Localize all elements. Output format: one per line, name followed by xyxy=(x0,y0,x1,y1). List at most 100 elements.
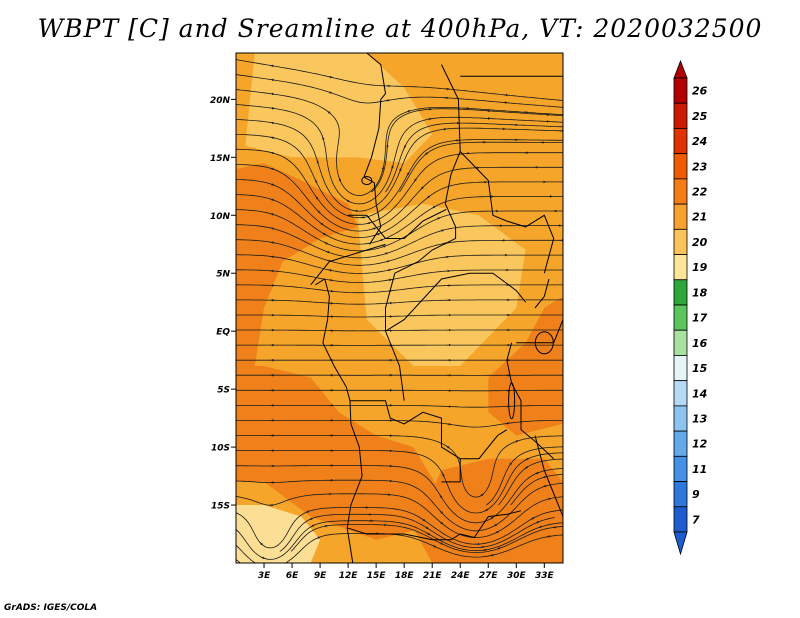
streamline xyxy=(236,435,563,498)
streamline-arrow xyxy=(489,516,494,520)
streamline-arrow xyxy=(322,232,327,236)
map-frame xyxy=(235,52,564,564)
streamline-arrow xyxy=(427,117,433,121)
lon-tick-label: 15E xyxy=(367,571,387,581)
streamline xyxy=(236,269,563,283)
lon-tick-label: 9E xyxy=(314,571,327,581)
streamline xyxy=(498,458,563,506)
streamline-arrow xyxy=(505,422,511,425)
streamline-arrow xyxy=(439,229,445,232)
streamline-arrow xyxy=(514,440,519,443)
streamline xyxy=(236,299,563,305)
streamline xyxy=(236,104,563,205)
streamline xyxy=(236,314,563,318)
lake-victoria xyxy=(534,331,554,355)
streamline-arrow xyxy=(387,278,393,282)
lon-tick-label: 30E xyxy=(507,571,527,581)
colorbar-swatch xyxy=(673,128,688,155)
streamline xyxy=(236,329,563,332)
streamline-arrow xyxy=(317,210,321,214)
streamline-arrow xyxy=(270,78,275,82)
colorbar-swatch xyxy=(673,430,688,457)
border-line xyxy=(516,319,563,344)
colorbar-swatch xyxy=(673,279,688,306)
border-line xyxy=(506,342,555,460)
streamline-arrow xyxy=(305,510,311,514)
streamline xyxy=(236,133,563,219)
streamline-arrow xyxy=(479,493,484,497)
border-line xyxy=(310,243,386,286)
streamline-arrow xyxy=(391,164,394,171)
streamline-arrow xyxy=(315,195,319,200)
border-line xyxy=(347,510,522,541)
lon-tick-label: 12E xyxy=(339,571,359,581)
streamline-arrow xyxy=(260,556,266,559)
colorbar-label: 19 xyxy=(692,261,708,274)
streamline xyxy=(236,284,563,294)
streamline-arrow xyxy=(264,567,267,568)
streamline-arrow xyxy=(338,177,341,183)
streamline-arrow xyxy=(316,159,319,165)
streamline-arrow xyxy=(439,494,443,499)
lake-chad xyxy=(361,176,373,185)
streamline-arrow xyxy=(328,75,333,79)
streamline-arrow xyxy=(424,526,429,530)
streamline-arrow xyxy=(270,92,275,96)
streamlines xyxy=(236,59,563,568)
streamline-arrow xyxy=(314,178,318,184)
streamline-arrow xyxy=(270,136,275,139)
streamline xyxy=(236,209,563,252)
colorbar-label: 26 xyxy=(692,85,708,98)
streamline-arrow xyxy=(490,554,495,557)
lon-tick-label: 27E xyxy=(479,571,499,581)
border-line xyxy=(363,53,387,245)
streamline-arrow xyxy=(424,152,429,156)
lat-tick-label: 15N xyxy=(210,154,231,164)
colorbar-label: 15 xyxy=(692,362,708,375)
streamline-arrow xyxy=(426,195,431,199)
border-line xyxy=(459,151,555,274)
colorbar-label: 18 xyxy=(692,286,708,299)
streamline xyxy=(236,520,563,560)
streamline xyxy=(236,254,563,274)
lon-tick-label: 6E xyxy=(286,571,299,581)
streamline-arrow xyxy=(270,212,275,216)
border-line xyxy=(534,435,563,517)
streamline-arrow xyxy=(345,199,351,203)
streamline-arrow xyxy=(508,462,512,467)
streamline-arrow xyxy=(270,151,275,154)
streamline xyxy=(236,239,563,266)
grads-credit: GrADS: IGES/COLA xyxy=(4,603,98,613)
streamline-arrow xyxy=(493,523,498,527)
streamline-arrow xyxy=(328,91,333,94)
colorbar-swatch xyxy=(673,228,688,255)
lon-tick-label: 21E xyxy=(423,571,443,581)
colorbar-swatch xyxy=(673,153,688,180)
streamline xyxy=(236,163,563,232)
streamline xyxy=(236,74,563,108)
streamline xyxy=(236,450,563,514)
streamline xyxy=(236,59,563,101)
colorbar-label: 13 xyxy=(692,413,708,426)
colorbar-label: 14 xyxy=(692,387,707,400)
streamline-arrow xyxy=(270,121,275,125)
lon-tick-label: 33E xyxy=(535,571,555,581)
streamline-arrow xyxy=(542,485,548,488)
colorbar-swatch xyxy=(673,178,688,205)
lat-tick-label: 15S xyxy=(211,502,230,512)
streamline-arrow xyxy=(385,99,391,102)
streamline-arrow xyxy=(385,260,391,263)
streamline-arrow xyxy=(371,227,377,230)
streamline-arrow xyxy=(432,545,437,548)
streamline-arrow xyxy=(535,521,540,524)
streamline-arrow xyxy=(482,548,488,552)
streamline-arrow xyxy=(366,221,372,225)
lon-tick-label: 3E xyxy=(258,571,271,581)
colorbar-swatch xyxy=(673,254,688,281)
streamline-arrow xyxy=(439,521,444,525)
streamline-arrow xyxy=(530,517,535,520)
streamline-arrow xyxy=(270,64,275,67)
colorbar-label: 21 xyxy=(692,211,707,224)
streamline-arrow xyxy=(421,518,426,522)
lon-tick-label: 18E xyxy=(395,571,415,581)
